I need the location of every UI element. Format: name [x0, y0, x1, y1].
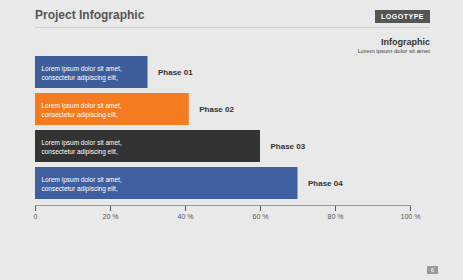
svg-text:20 %: 20 % [103, 213, 119, 220]
html-text:Infographic: Infographic [381, 37, 430, 47]
html-text:LOGOTYPE: LOGOTYPE [381, 13, 424, 20]
svg-text:Phase 04: Phase 04 [308, 179, 343, 188]
svg-text:Lorem ipsum dolor sit amet,con: Lorem ipsum dolor sit amet,consectetur a… [42, 102, 122, 119]
html-text:Project Infographic: Project Infographic [35, 8, 145, 22]
svg-text:Phase 01: Phase 01 [158, 68, 193, 77]
svg-text:Phase 02: Phase 02 [199, 105, 234, 114]
html-text:6: 6 [430, 267, 434, 273]
svg-text:40 %: 40 % [178, 213, 194, 220]
svg-text:Lorem ipsum dolor sit amet,con: Lorem ipsum dolor sit amet,consectetur a… [42, 139, 122, 156]
svg-text:100 %: 100 % [401, 213, 421, 220]
svg-text:Lorem ipsum dolor sit amet,con: Lorem ipsum dolor sit amet,consectetur a… [42, 65, 122, 82]
svg-text:60 %: 60 % [253, 213, 269, 220]
html-text:Lorem ipsum dolor sit amet: Lorem ipsum dolor sit amet [357, 48, 430, 54]
svg-text:0: 0 [34, 213, 38, 220]
svg-text:Phase 03: Phase 03 [271, 142, 306, 151]
svg-text:Lorem ipsum dolor sit amet,con: Lorem ipsum dolor sit amet,consectetur a… [42, 176, 122, 193]
svg-text:80 %: 80 % [328, 213, 344, 220]
